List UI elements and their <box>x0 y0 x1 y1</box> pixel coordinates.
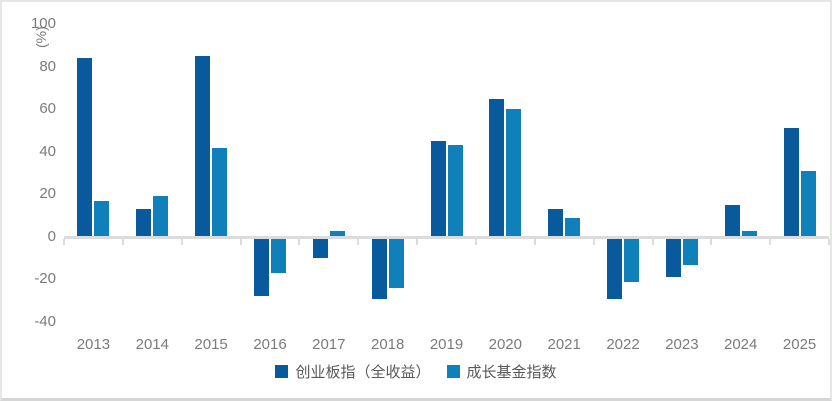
bar-growth-2024 <box>741 230 757 237</box>
axis-tick <box>769 238 772 245</box>
axis-tick <box>710 238 713 245</box>
bar-chinext-2019 <box>430 141 446 237</box>
x-axis-line <box>64 235 829 239</box>
axis-tick <box>239 238 242 245</box>
x-axis-label: 2021 <box>547 336 581 353</box>
axis-tick <box>416 238 419 245</box>
bar-growth-2018 <box>388 236 404 288</box>
plot-area <box>63 24 830 322</box>
bar-growth-2020 <box>506 109 522 237</box>
bar-chinext-2025 <box>783 128 799 237</box>
legend-item-growth-fund-index: 成长基金指数 <box>446 361 557 382</box>
x-axis-label: 2016 <box>253 336 287 353</box>
y-axis-label: -20 <box>34 270 56 288</box>
axis-tick <box>828 238 830 245</box>
x-axis-label: 2015 <box>194 336 228 353</box>
axis-tick <box>651 238 654 245</box>
y-axis-label: 100 <box>30 15 56 32</box>
bar-chinext-2013 <box>77 58 93 237</box>
x-axis-label: 2017 <box>312 336 346 353</box>
y-axis-label: 0 <box>47 227 56 245</box>
bar-growth-2014 <box>153 196 169 237</box>
x-axis-label: 2022 <box>606 336 640 353</box>
legend: 创业板指（全收益） 成长基金指数 <box>2 361 830 382</box>
bar-growth-2025 <box>800 170 816 237</box>
bar-chinext-2017 <box>312 236 328 259</box>
bar-chinext-2020 <box>489 98 505 237</box>
y-axis-label: 80 <box>39 57 56 75</box>
x-axis-label: 2023 <box>665 336 699 353</box>
bar-growth-2023 <box>682 236 698 265</box>
bar-chinext-2024 <box>724 204 740 237</box>
y-axis-label: 40 <box>39 142 56 160</box>
x-axis-label: 2019 <box>429 336 464 353</box>
axis-tick <box>533 238 536 245</box>
y-axis-label: 60 <box>39 100 56 118</box>
bar-growth-2015 <box>212 147 228 237</box>
bar-chinext-2022 <box>607 236 622 299</box>
bar-growth-2013 <box>94 200 110 237</box>
axis-tick <box>592 238 595 245</box>
bar-chinext-2016 <box>254 236 269 297</box>
bar-growth-2022 <box>624 236 639 282</box>
axis-tick <box>180 238 183 245</box>
bar-chinext-2023 <box>665 236 681 278</box>
x-axis-label: 2025 <box>782 336 817 353</box>
x-axis-label: 2018 <box>371 336 405 353</box>
legend-label-growth-fund: 成长基金指数 <box>466 364 557 381</box>
axis-tick <box>298 238 301 245</box>
bar-chinext-2015 <box>195 55 211 237</box>
y-axis-label: -40 <box>34 313 56 330</box>
axis-tick <box>357 238 360 245</box>
axis-tick <box>474 238 477 245</box>
x-axis-label: 2020 <box>488 336 522 353</box>
x-axis-label: 2024 <box>724 336 758 353</box>
legend-label-chinext: 创业板指（全收益） <box>295 364 431 381</box>
legend-swatch-growth-fund <box>446 365 460 378</box>
bar-growth-2019 <box>447 145 463 237</box>
bar-chinext-2021 <box>548 209 564 237</box>
legend-swatch-chinext <box>275 365 289 378</box>
bar-growth-2016 <box>271 236 286 274</box>
bar-chinext-2018 <box>371 236 387 299</box>
bar-growth-2021 <box>565 217 581 237</box>
y-axis-label: 20 <box>39 185 56 203</box>
bar-growth-2017 <box>329 230 345 237</box>
x-axis-label: 2013 <box>76 336 111 353</box>
bar-chinext-2014 <box>136 209 152 237</box>
axis-tick <box>121 238 124 245</box>
x-axis-label: 2014 <box>135 336 169 353</box>
legend-item-chinext-total-return: 创业板指（全收益） <box>275 361 431 382</box>
axis-tick <box>63 238 65 245</box>
